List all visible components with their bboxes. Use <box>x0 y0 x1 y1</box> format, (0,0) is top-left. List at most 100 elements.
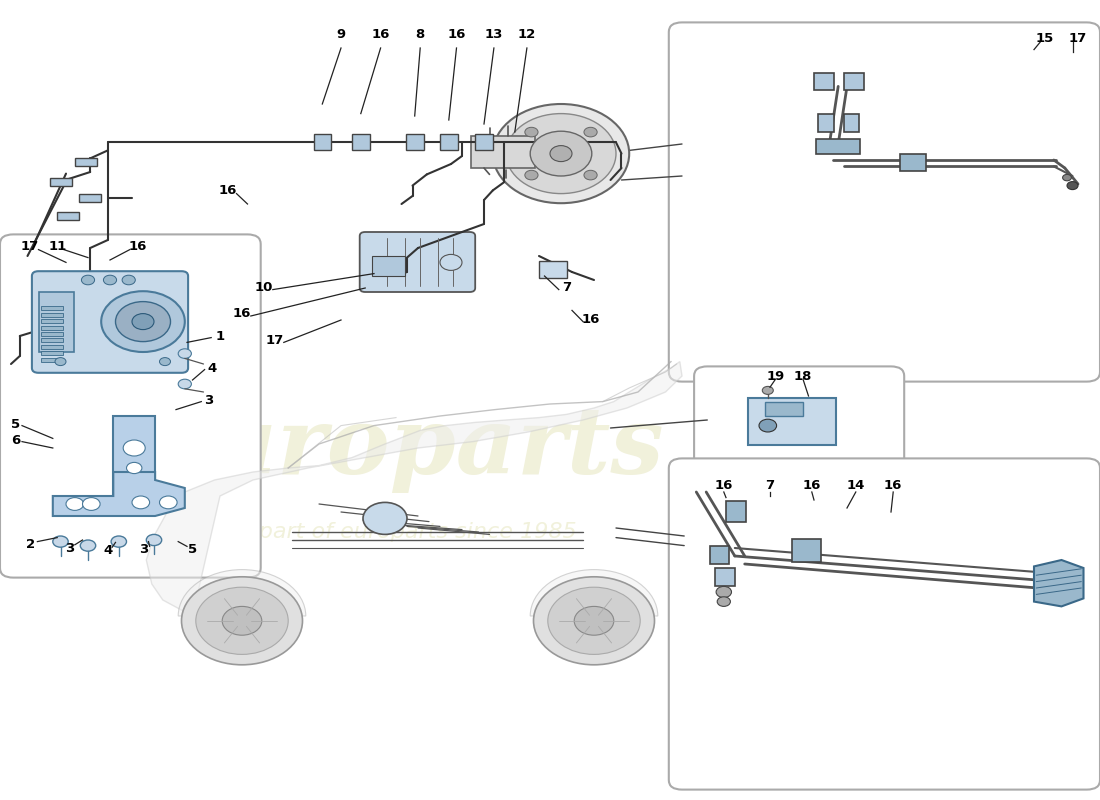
FancyBboxPatch shape <box>32 271 188 373</box>
FancyBboxPatch shape <box>360 232 475 292</box>
Circle shape <box>122 275 135 285</box>
Bar <box>41 358 63 362</box>
Bar <box>471 136 535 168</box>
Circle shape <box>196 587 288 654</box>
FancyBboxPatch shape <box>0 234 261 578</box>
Text: 16: 16 <box>884 479 902 492</box>
Text: 5: 5 <box>11 418 20 430</box>
Text: 3: 3 <box>205 394 213 406</box>
FancyBboxPatch shape <box>669 22 1100 382</box>
Text: 13: 13 <box>485 28 503 41</box>
Circle shape <box>116 302 170 342</box>
Text: 4: 4 <box>208 362 217 374</box>
Bar <box>406 134 424 150</box>
Circle shape <box>1063 174 1071 181</box>
Bar <box>539 261 566 278</box>
Text: 8: 8 <box>416 28 425 41</box>
Bar <box>726 501 746 522</box>
Circle shape <box>80 540 96 551</box>
Bar <box>748 398 836 445</box>
Bar <box>814 73 834 90</box>
Circle shape <box>550 146 572 162</box>
Text: 4: 4 <box>103 544 112 557</box>
Wedge shape <box>530 570 658 616</box>
Wedge shape <box>178 570 306 616</box>
FancyBboxPatch shape <box>669 458 1100 790</box>
Text: 5: 5 <box>188 543 197 556</box>
Text: 3: 3 <box>140 543 148 556</box>
Bar <box>844 114 859 132</box>
Bar <box>900 154 926 171</box>
Circle shape <box>534 577 654 665</box>
Text: 15: 15 <box>1036 32 1054 45</box>
Bar <box>715 568 735 586</box>
Circle shape <box>759 419 777 432</box>
Bar <box>41 313 63 317</box>
Text: 16: 16 <box>219 184 236 197</box>
Circle shape <box>525 127 538 137</box>
Circle shape <box>717 597 730 606</box>
Circle shape <box>574 606 614 635</box>
Bar <box>764 402 803 416</box>
Bar <box>39 292 74 352</box>
Bar <box>41 345 63 349</box>
Circle shape <box>132 496 150 509</box>
Circle shape <box>1067 182 1078 190</box>
Circle shape <box>81 275 95 285</box>
Circle shape <box>506 114 616 194</box>
Text: 16: 16 <box>715 479 733 492</box>
Bar <box>57 212 79 220</box>
Polygon shape <box>146 362 682 616</box>
Bar <box>710 546 729 564</box>
Circle shape <box>82 498 100 510</box>
Text: 16: 16 <box>129 240 146 253</box>
Text: 14: 14 <box>847 479 865 492</box>
Text: 16: 16 <box>582 313 600 326</box>
Text: a part of europarts since 1985: a part of europarts since 1985 <box>238 522 576 542</box>
Polygon shape <box>1034 560 1084 606</box>
Bar <box>818 114 834 132</box>
Text: 2: 2 <box>26 538 35 551</box>
Circle shape <box>493 104 629 203</box>
Bar <box>41 319 63 323</box>
Text: 16: 16 <box>233 307 251 320</box>
Text: 6: 6 <box>11 434 20 446</box>
Text: 1: 1 <box>216 330 224 342</box>
Circle shape <box>53 536 68 547</box>
Circle shape <box>160 358 170 366</box>
Bar <box>314 134 331 150</box>
Text: 7: 7 <box>766 479 774 492</box>
Text: 16: 16 <box>448 28 465 41</box>
Bar <box>41 351 63 355</box>
Text: 16: 16 <box>803 479 821 492</box>
Bar <box>113 416 155 496</box>
Circle shape <box>584 127 597 137</box>
Circle shape <box>363 502 407 534</box>
Circle shape <box>530 131 592 176</box>
Text: 16: 16 <box>372 28 389 41</box>
Bar <box>816 139 860 154</box>
Circle shape <box>584 170 597 180</box>
Bar <box>41 332 63 336</box>
Text: 17: 17 <box>21 240 38 253</box>
Circle shape <box>101 291 185 352</box>
Text: 17: 17 <box>266 334 284 346</box>
Bar <box>352 134 370 150</box>
Text: 7: 7 <box>562 281 571 294</box>
Circle shape <box>548 587 640 654</box>
Circle shape <box>716 586 732 598</box>
Text: europarts: europarts <box>150 403 664 493</box>
Circle shape <box>182 577 302 665</box>
Circle shape <box>126 462 142 474</box>
Bar <box>50 178 72 186</box>
Circle shape <box>762 386 773 394</box>
Bar <box>475 134 493 150</box>
Circle shape <box>55 358 66 366</box>
Circle shape <box>160 496 177 509</box>
Text: 19: 19 <box>767 370 784 382</box>
Circle shape <box>103 275 117 285</box>
Text: 17: 17 <box>1069 32 1087 45</box>
Text: 9: 9 <box>337 28 345 41</box>
Circle shape <box>222 606 262 635</box>
Bar <box>41 306 63 310</box>
